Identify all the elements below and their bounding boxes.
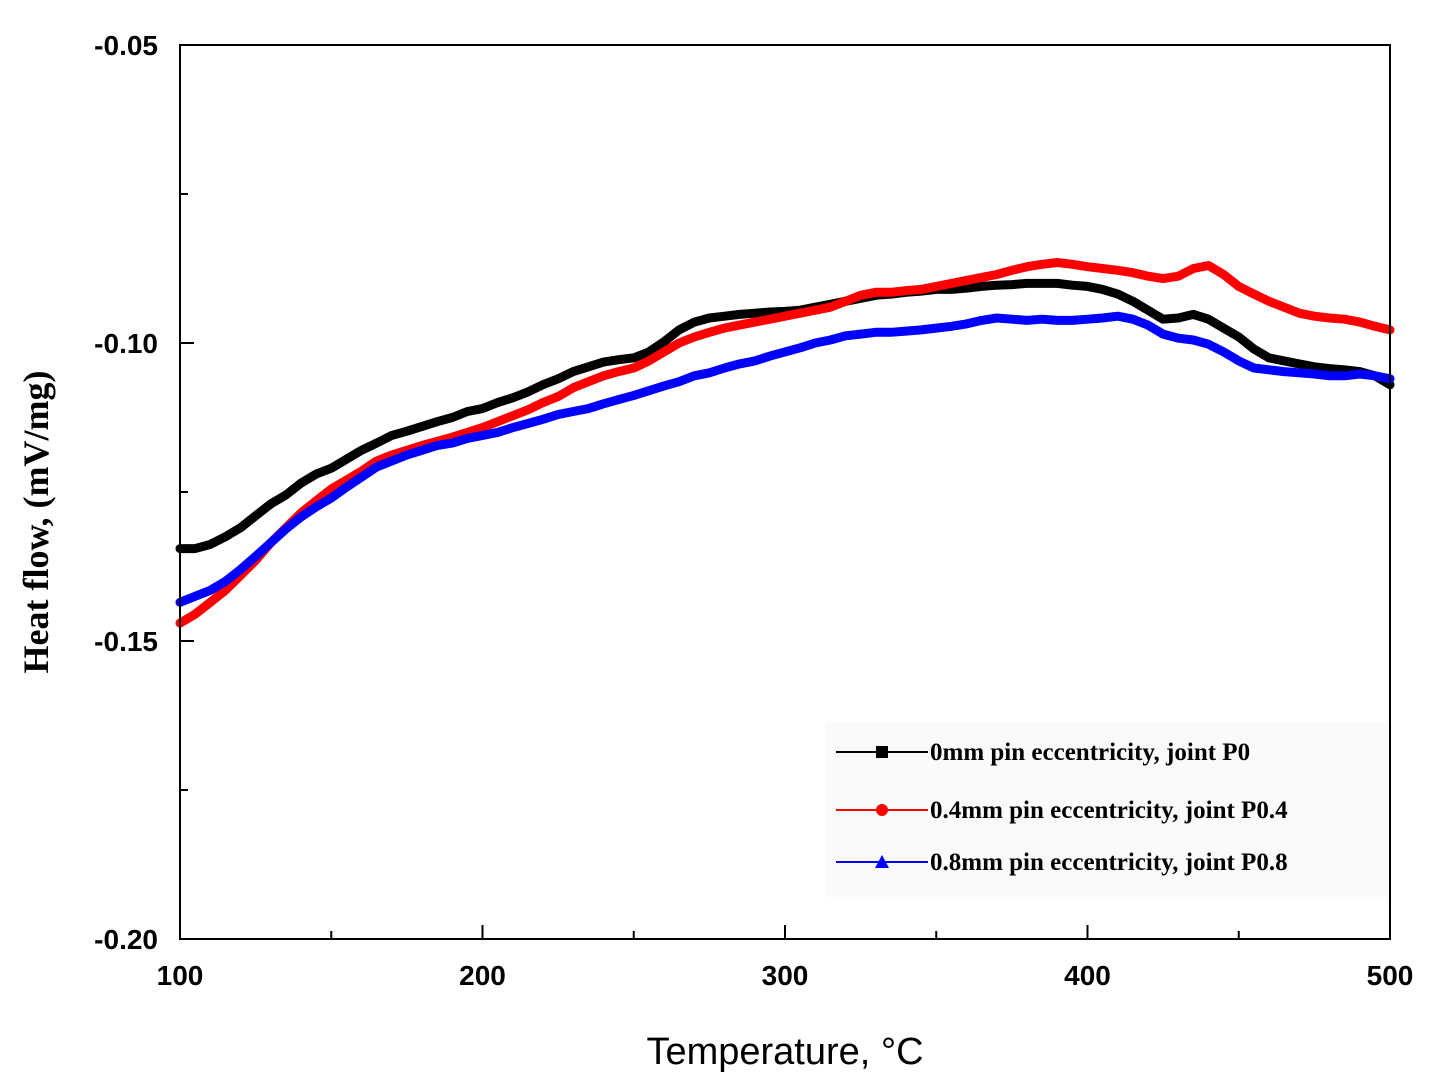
legend: 0mm pin eccentricity, joint P0 0.4mm pin …	[826, 722, 1388, 897]
legend-marker-square-0	[876, 746, 888, 758]
series-line-0	[175, 278, 1395, 554]
legend-label-1: 0.4mm pin eccentricity, joint P0.4	[930, 797, 1288, 824]
x-tick-label-4: 500	[1367, 960, 1414, 991]
y-tick-label-1: -0.10	[94, 328, 158, 359]
series-layer	[175, 258, 1395, 628]
legend-label-0: 0mm pin eccentricity, joint P0	[930, 739, 1250, 766]
legend-marker-triangle-2	[875, 855, 889, 868]
legend-label-2: 0.8mm pin eccentricity, joint P0.8	[930, 849, 1288, 876]
axis-tick-labels: 100 200 300 400 500 -0.05 -0.10 -0.15 -0.20	[94, 30, 1413, 991]
x-tick-label-0: 100	[157, 960, 204, 991]
x-tick-label-2: 300	[762, 960, 809, 991]
axis-ticks	[179, 44, 1391, 940]
x-tick-label-1: 200	[459, 960, 506, 991]
y-axis-title: Heat flow, (mV/mg)	[16, 371, 56, 674]
y-tick-label-2: -0.15	[94, 626, 158, 657]
y-tick-label-0: -0.05	[94, 30, 158, 61]
series-line-2	[175, 311, 1395, 607]
series-line-1	[175, 258, 1395, 628]
legend-marker-circle-1	[876, 804, 888, 816]
x-axis-title: Temperature, °C	[646, 1031, 923, 1073]
x-tick-label-3: 400	[1064, 960, 1111, 991]
y-tick-label-3: -0.20	[94, 924, 158, 955]
